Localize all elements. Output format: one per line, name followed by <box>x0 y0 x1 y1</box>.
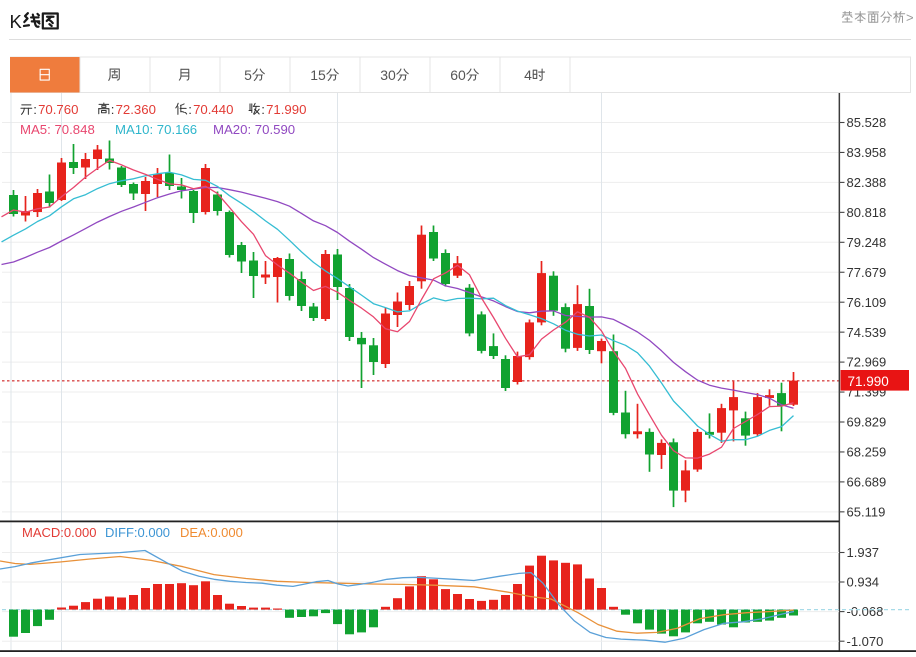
svg-text:60: 60 <box>450 67 466 83</box>
svg-text:K: K <box>10 11 23 32</box>
svg-text:-1.070: -1.070 <box>847 634 884 649</box>
svg-text:72.969: 72.969 <box>847 355 887 370</box>
svg-text:69.829: 69.829 <box>847 415 887 430</box>
svg-text:30: 30 <box>380 67 396 83</box>
svg-text:MA20: 70.590: MA20: 70.590 <box>213 122 295 137</box>
svg-text:4: 4 <box>524 67 532 83</box>
svg-text:-0.068: -0.068 <box>847 604 884 619</box>
svg-text:83.958: 83.958 <box>847 145 887 160</box>
svg-text:71.990: 71.990 <box>266 102 306 117</box>
svg-text:MA10: 70.166: MA10: 70.166 <box>115 122 197 137</box>
svg-text:76.109: 76.109 <box>847 295 887 310</box>
svg-text:72.360: 72.360 <box>116 102 156 117</box>
svg-text:DEA:0.000: DEA:0.000 <box>180 525 243 540</box>
svg-text:80.818: 80.818 <box>847 205 887 220</box>
svg-text::: : <box>261 102 265 117</box>
svg-text:79.248: 79.248 <box>847 235 887 250</box>
svg-text:68.259: 68.259 <box>847 445 887 460</box>
svg-text::: : <box>188 102 192 117</box>
svg-text:5: 5 <box>244 67 252 83</box>
svg-text::: : <box>33 102 37 117</box>
svg-text:DIFF:0.000: DIFF:0.000 <box>105 525 170 540</box>
svg-text:77.679: 77.679 <box>847 265 887 280</box>
svg-text:82.388: 82.388 <box>847 175 887 190</box>
svg-text:70.440: 70.440 <box>193 102 233 117</box>
svg-text:1.937: 1.937 <box>847 545 880 560</box>
svg-text:0.934: 0.934 <box>847 575 880 590</box>
svg-text:MA5: 70.848: MA5: 70.848 <box>20 122 95 137</box>
svg-text:70.760: 70.760 <box>38 102 78 117</box>
svg-text:MACD:0.000: MACD:0.000 <box>22 525 96 540</box>
svg-text:65.119: 65.119 <box>847 504 886 519</box>
svg-text:71.990: 71.990 <box>848 374 889 389</box>
svg-text:66.689: 66.689 <box>847 475 887 490</box>
svg-text:85.528: 85.528 <box>847 115 887 130</box>
svg-text:15: 15 <box>310 67 326 83</box>
svg-text:>: > <box>906 10 914 25</box>
svg-text::: : <box>111 102 115 117</box>
svg-text:74.539: 74.539 <box>847 325 887 340</box>
